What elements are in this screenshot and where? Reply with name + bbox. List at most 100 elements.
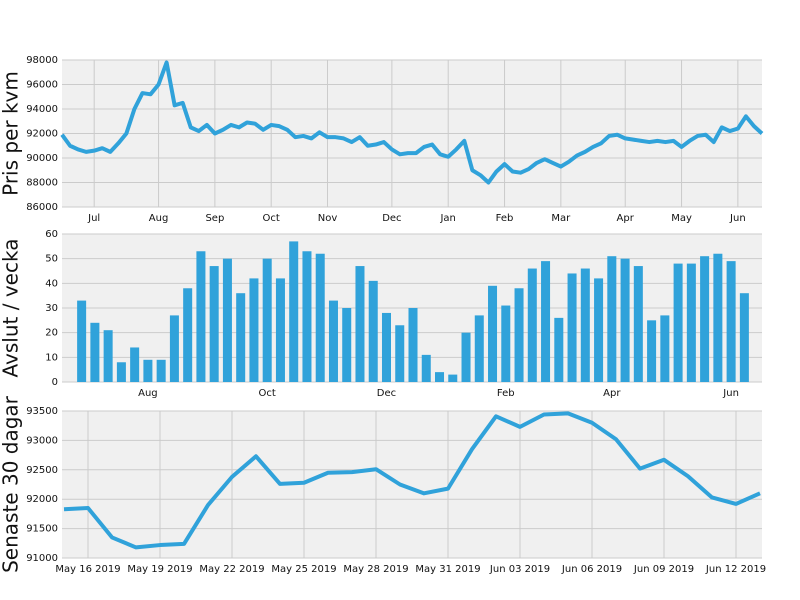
bar [116, 362, 126, 382]
y-tick-label: 93000 [26, 435, 58, 446]
bar [448, 374, 458, 382]
y-tick-label: 92000 [26, 129, 58, 140]
bar [408, 308, 418, 382]
bar [289, 241, 299, 382]
x-tick-label: Aug [149, 213, 169, 224]
bar [713, 253, 723, 382]
y-tick-label: 60 [45, 229, 58, 240]
bar [315, 253, 325, 382]
x-tick-label: Jun 06 2019 [561, 564, 622, 575]
plot-area [62, 411, 762, 558]
y-axis-title: Pris per kvm [0, 71, 23, 196]
bar [541, 261, 551, 382]
bar [183, 288, 193, 382]
y-tick-label: 92000 [26, 494, 58, 505]
x-tick-label: May [671, 213, 692, 224]
bar [395, 325, 405, 382]
bar [474, 315, 484, 382]
x-tick-label: Mar [551, 213, 571, 224]
data-line [63, 411, 761, 550]
y-tick-label: 91500 [26, 524, 58, 535]
x-tick-label: Apr [617, 213, 635, 224]
x-tick-label: Nov [318, 213, 338, 224]
y-tick-label: 92500 [26, 465, 58, 476]
bar [196, 251, 206, 382]
bar [421, 354, 431, 382]
bar [461, 332, 471, 382]
y-tick-label: 40 [45, 278, 58, 289]
bar [700, 256, 710, 382]
bar [633, 266, 643, 382]
x-tick-label: Aug [138, 388, 158, 399]
x-tick-label: Oct [259, 388, 276, 399]
x-tick-label: Oct [263, 213, 280, 224]
bar [686, 263, 696, 382]
y-tick-label: 91000 [26, 553, 58, 564]
bar [368, 280, 378, 382]
x-tick-label: Jun 12 2019 [705, 564, 766, 575]
x-tick-label: May 19 2019 [127, 564, 192, 575]
x-tick-label: May 31 2019 [415, 564, 480, 575]
bar [594, 278, 604, 382]
bar [381, 312, 391, 382]
bar [435, 372, 445, 382]
x-tick-label: Jan [439, 213, 455, 224]
x-tick-label: May 28 2019 [343, 564, 408, 575]
bar [169, 315, 179, 382]
bar [607, 256, 617, 382]
bar [355, 266, 365, 382]
bar [77, 300, 87, 382]
bar [620, 258, 630, 382]
bar [275, 278, 285, 382]
y-axis-title: Senaste 30 dagar [0, 395, 23, 573]
x-tick-label: May 22 2019 [199, 564, 264, 575]
y-tick-label: 50 [45, 254, 58, 265]
bar [236, 293, 246, 382]
y-tick-label: 93500 [26, 406, 58, 417]
y-tick-label: 94000 [26, 104, 58, 115]
x-tick-label: Jun 03 2019 [489, 564, 550, 575]
bar [262, 258, 272, 382]
bar [103, 330, 113, 382]
bar [501, 305, 511, 382]
bar [647, 320, 657, 382]
bar [143, 359, 153, 382]
x-tick-label: Feb [497, 388, 515, 399]
bar [488, 285, 498, 382]
x-tick-label: May 25 2019 [271, 564, 336, 575]
x-tick-label: Jun [729, 213, 746, 224]
y-tick-label: 30 [45, 303, 58, 314]
x-tick-label: Sep [205, 213, 224, 224]
bar [660, 315, 670, 382]
bar [342, 308, 352, 382]
bar [130, 347, 140, 382]
bar [156, 359, 166, 382]
x-tick-label: May 16 2019 [55, 564, 120, 575]
bar [302, 251, 312, 382]
y-tick-label: 86000 [26, 202, 58, 213]
x-tick-label: Dec [377, 388, 396, 399]
bar [739, 293, 749, 382]
y-tick-label: 98000 [26, 55, 58, 66]
x-tick-label: Dec [382, 213, 401, 224]
x-tick-label: Feb [496, 213, 514, 224]
y-tick-label: 96000 [26, 80, 58, 91]
bar [673, 263, 683, 382]
bar [209, 266, 219, 382]
bar [90, 322, 100, 382]
data-line [60, 60, 764, 185]
bar [580, 268, 590, 382]
y-tick-label: 10 [45, 352, 58, 363]
bar [514, 288, 524, 382]
bar [554, 317, 564, 382]
y-tick-label: 0 [52, 377, 58, 388]
x-tick-label: Jun 09 2019 [633, 564, 694, 575]
x-tick-label: Jun [722, 388, 739, 399]
x-tick-label: Jul [87, 213, 100, 224]
bar [567, 273, 577, 382]
y-tick-label: 20 [45, 328, 58, 339]
bar [249, 278, 259, 382]
bar [527, 268, 537, 382]
bar [222, 258, 232, 382]
